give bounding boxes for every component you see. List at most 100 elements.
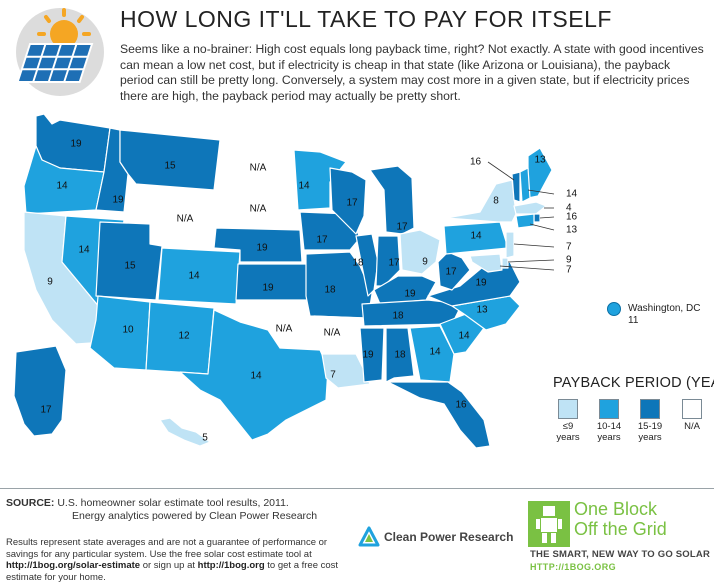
obo-line-2: Off the Grid [574, 519, 667, 539]
legend-item-na: N/A [672, 399, 712, 433]
legend-label: N/A [684, 421, 700, 432]
state-label-nc: 13 [476, 305, 488, 316]
state-nh [519, 167, 531, 203]
state-sd [213, 187, 293, 229]
triangle-logo-icon [358, 526, 380, 547]
state-md [469, 253, 503, 273]
leader-line-nh [527, 189, 555, 195]
state-label-wy: N/A [177, 214, 194, 225]
state-az [89, 295, 151, 371]
state-ga [409, 325, 455, 383]
legend-item-15-19: 15-19 years [630, 399, 670, 443]
obo-url[interactable]: HTTP://1BOG.ORG [530, 562, 617, 572]
leader-line-ri [539, 216, 555, 219]
legend-label-unit: years [597, 431, 621, 443]
legend-label: 15-19 [637, 421, 663, 432]
legend-label: 10-14 [596, 421, 622, 432]
state-ny [445, 179, 517, 223]
state-label-al: 18 [394, 350, 406, 361]
state-oh [399, 229, 441, 275]
state-fl [387, 381, 491, 449]
leader-line-ct [529, 223, 555, 231]
state-label-me: 13 [534, 155, 546, 166]
state-label-or: 14 [56, 181, 68, 192]
state-ma [513, 201, 547, 215]
legend-swatch-10-14 [599, 399, 619, 419]
state-label-tx: 14 [250, 371, 262, 382]
state-label-nh: 14 [566, 189, 578, 200]
legend-item-10-14: 10-14 years [589, 399, 629, 443]
state-wi [329, 167, 367, 235]
obo-line-1: One Block [574, 499, 658, 519]
state-label-vt: 16 [470, 157, 482, 168]
state-label-az: 10 [122, 325, 134, 336]
state-in [375, 235, 401, 287]
us-payback-map: 19 14 9 19 14 15 N/A 15 10 14 12 N/A N/A 19 19 N/A 14 14 1… [13, 113, 578, 449]
state-nd [217, 145, 295, 189]
disclaimer-part: or sign up at [140, 560, 198, 571]
state-tn [361, 299, 463, 327]
state-label-ri: 16 [566, 212, 578, 223]
state-mi [369, 165, 415, 235]
state-al [385, 327, 415, 383]
state-sc [439, 313, 485, 355]
state-ms [359, 327, 385, 383]
state-mt [119, 129, 221, 191]
state-label-ga: 14 [429, 347, 441, 358]
state-label-mi: 17 [396, 222, 408, 233]
state-de [501, 257, 509, 269]
state-label-wi: 17 [346, 198, 358, 209]
state-ut [95, 221, 163, 301]
legend-swatch-15-19 [640, 399, 660, 419]
state-ri [533, 213, 541, 223]
state-label-nd: N/A [250, 163, 267, 174]
state-label-nv: 14 [78, 245, 90, 256]
cpr-name: Clean Power Research [384, 530, 514, 544]
legend-swatch-na [682, 399, 702, 419]
leader-line-nj [513, 243, 555, 248]
state-label-fl: 16 [455, 400, 467, 411]
legend-title: PAYBACK PERIOD (YEARS) [553, 375, 714, 391]
state-ne [213, 227, 303, 263]
state-label-nj: 7 [566, 242, 572, 253]
solar-panel-sun-logo [16, 8, 104, 96]
state-label-va: 19 [475, 278, 487, 289]
state-label-ne: 19 [256, 243, 268, 254]
state-label-sd: N/A [250, 204, 267, 215]
signup-link[interactable]: http://1bog.org [197, 560, 265, 571]
state-nj [505, 231, 515, 259]
state-label-ky: 19 [404, 289, 416, 300]
state-label-wa: 19 [70, 139, 82, 150]
intro-paragraph: Seems like a no-brainer: High cost equal… [120, 42, 704, 103]
state-label-md: 7 [566, 265, 572, 276]
footer-divider [0, 488, 714, 489]
disclaimer-part: to get a free cost estimate for your hom… [6, 560, 339, 583]
state-label-ut: 15 [124, 261, 136, 272]
state-label-la: 7 [330, 370, 336, 381]
state-label-mo: 18 [324, 285, 336, 296]
state-label-oh: 9 [422, 257, 428, 268]
state-label-de: 9 [566, 255, 572, 266]
clean-power-research-logo: Clean Power Research [358, 524, 513, 550]
disclaimer-part: Results represent state averages and are… [6, 537, 328, 560]
state-label-wv: 17 [445, 267, 457, 278]
state-tx [179, 309, 329, 441]
state-label-ca: 9 [47, 277, 53, 288]
state-label-ms: 19 [362, 350, 374, 361]
state-label-ct: 13 [566, 225, 578, 236]
state-hi [159, 417, 211, 447]
state-label-ak: 17 [40, 405, 52, 416]
legend-label-unit: years [638, 431, 662, 443]
state-vt [511, 171, 521, 203]
state-co [157, 247, 241, 305]
solar-estimate-link[interactable]: http://1bog.org/solar-estimate [6, 560, 141, 571]
dc-value-label: 11 [628, 315, 639, 326]
legend-label-unit: years [556, 431, 580, 443]
state-ct [515, 213, 535, 229]
state-mn [293, 149, 347, 211]
legend-swatch-le9 [558, 399, 578, 419]
state-va [427, 261, 521, 307]
leader-line-de [507, 259, 555, 263]
legend-label: ≤9 [562, 421, 574, 432]
source-label: SOURCE: [6, 497, 55, 509]
